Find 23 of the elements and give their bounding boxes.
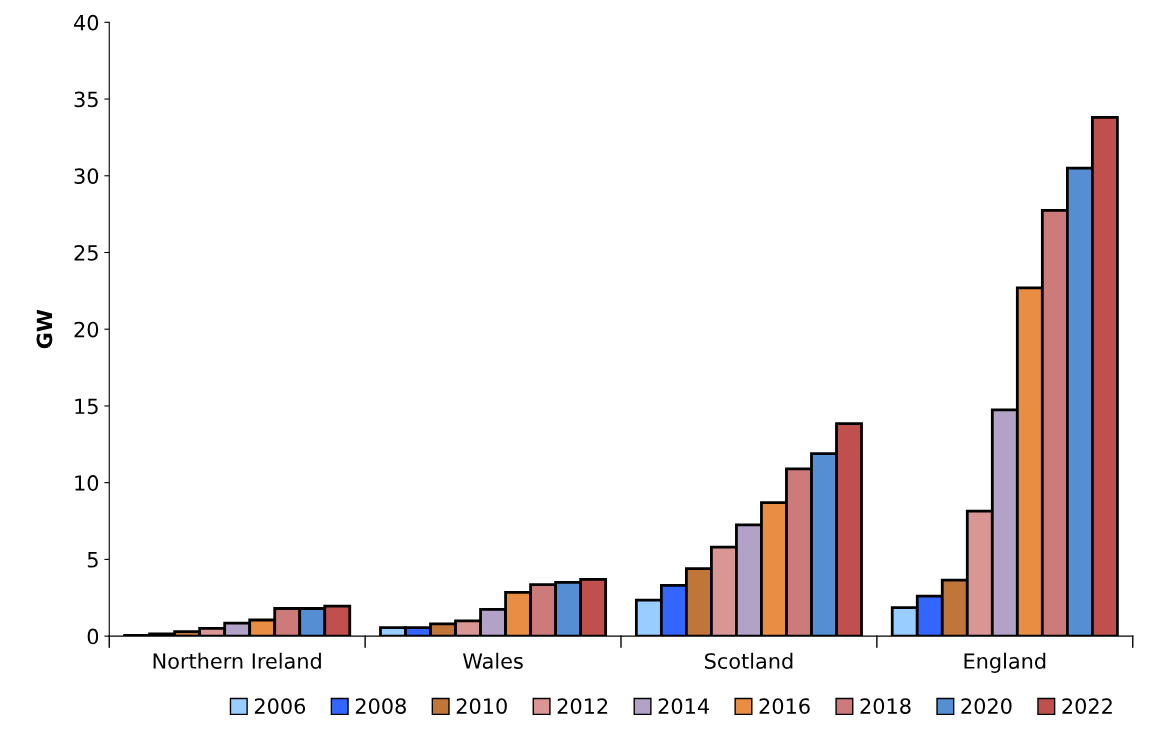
y-tick-label: 20 bbox=[74, 321, 99, 338]
legend-label: 2022 bbox=[1062, 698, 1112, 714]
x-tick-label: Scotland bbox=[705, 652, 793, 669]
y-tick-label: 0 bbox=[87, 628, 99, 645]
x-tick-label: Wales bbox=[463, 652, 523, 669]
y-tick-label: 15 bbox=[75, 398, 98, 415]
legend-label: 2016 bbox=[759, 698, 810, 714]
legend-label: 2008 bbox=[355, 698, 406, 714]
y-tick-label: 40 bbox=[74, 14, 99, 31]
legend-label: 2006 bbox=[254, 698, 306, 714]
y-tick-label: 5 bbox=[87, 552, 98, 568]
legend-label: 2010 bbox=[456, 698, 507, 714]
y-tick-label: 35 bbox=[74, 91, 98, 108]
y-tick-label: 30 bbox=[74, 168, 99, 184]
legend-label: 2012 bbox=[557, 698, 608, 714]
y-tick-label: 10 bbox=[75, 475, 99, 491]
y-tick-label: 25 bbox=[74, 244, 98, 261]
legend-label: 2020 bbox=[961, 698, 1012, 714]
legend-label: 2018 bbox=[860, 698, 911, 714]
x-tick-label: England bbox=[964, 652, 1046, 673]
y-axis-title: GW bbox=[36, 309, 53, 349]
legend-label: 2014 bbox=[658, 698, 709, 714]
x-tick-label: Northern Ireland bbox=[153, 652, 321, 669]
